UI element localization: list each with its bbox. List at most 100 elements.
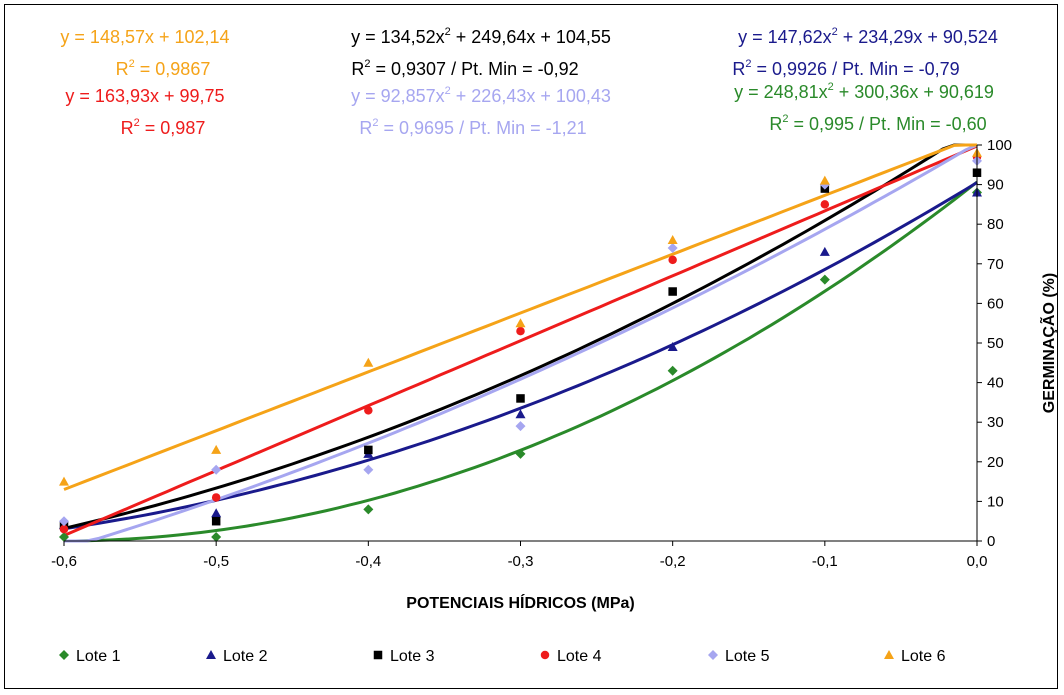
y-tick-label: 90: [987, 177, 1004, 194]
x-tick-label: -0,5: [203, 553, 229, 570]
equation-part: y = 147,62x: [738, 27, 832, 47]
equation-part: y = 134,52x: [351, 27, 445, 47]
point-lote-6: [515, 318, 526, 328]
r-label: R: [732, 59, 745, 79]
legend-item-lote-1: Lote 1: [59, 648, 121, 665]
legend-marker: [708, 650, 718, 660]
point-lote-6: [819, 175, 830, 185]
r-squared-line: R2 = 0,9926 / Pt. Min = -0,79: [732, 58, 959, 79]
legend-label: Lote 4: [557, 648, 602, 665]
superscript-2: 2: [134, 117, 140, 129]
equation-eq4: y = 163,93x + 99,75 R2 = 0,987: [65, 86, 224, 138]
x-tick-label: -0,4: [355, 553, 381, 570]
r-squared-value: = 0,987: [140, 118, 206, 138]
r-label: R: [351, 59, 364, 79]
legend-marker: [884, 650, 894, 659]
point-lote-6: [211, 444, 222, 454]
y-tick-label: 10: [987, 493, 1004, 510]
point-lote-1: [667, 365, 678, 376]
y-tick-label: 100: [987, 137, 1012, 154]
point-lote-1: [59, 532, 69, 543]
point-lote-1: [515, 448, 526, 459]
legend-item-lote-6: Lote 6: [884, 648, 946, 665]
point-lote-1: [211, 532, 222, 543]
equation-line: y = 92,857x2 + 226,43x + 100,43: [351, 85, 611, 106]
r-squared-line: R2 = 0,987: [121, 117, 206, 138]
legend-marker: [59, 650, 69, 660]
legend-item-lote-4: Lote 4: [540, 648, 602, 665]
point-lote-5: [211, 464, 222, 475]
equation-part: y = 92,857x: [351, 86, 445, 106]
equation-line: y = 248,81x2 + 300,36x + 90,619: [734, 81, 994, 102]
equation-part: + 249,64x + 104,55: [451, 27, 611, 47]
point-lote-3: [364, 445, 373, 455]
equation-part: y = 163,93x + 99,75: [65, 86, 224, 106]
r-squared-value: = 0,9307 / Pt. Min = -0,92: [371, 59, 579, 79]
r-squared-value: = 0,9695 / Pt. Min = -1,21: [379, 118, 587, 138]
data-points: [59, 147, 982, 543]
point-lote-3: [668, 287, 677, 296]
r-squared-line: R2 = 0,995 / Pt. Min = -0,60: [769, 113, 986, 134]
y-tick-label: 70: [987, 256, 1004, 273]
equation-line: y = 147,62x2 + 234,29x + 90,524: [738, 26, 998, 47]
equation-line: y = 163,93x + 99,75: [65, 86, 224, 106]
chart-frame: [4, 4, 1058, 689]
point-lote-3: [516, 394, 525, 403]
superscript-2: 2: [782, 113, 788, 125]
legend-item-lote-2: Lote 2: [206, 648, 268, 665]
point-lote-1: [363, 504, 374, 515]
superscript-2: 2: [828, 81, 834, 93]
point-lote-6: [667, 235, 678, 245]
x-tick-label: -0,1: [812, 553, 838, 570]
legend-label: Lote 2: [223, 648, 268, 665]
legend-marker: [206, 650, 216, 659]
y-tick-label: 40: [987, 375, 1004, 392]
r-label: R: [116, 59, 129, 79]
equation-part: + 300,36x + 90,619: [834, 82, 994, 102]
r-squared-value: = 0,9867: [135, 59, 211, 79]
legend-item-lote-3: Lote 3: [373, 648, 435, 665]
point-lote-6: [59, 476, 69, 486]
point-lote-4: [364, 406, 373, 415]
equation-part: y = 148,57x + 102,14: [60, 27, 229, 47]
legend-label: Lote 6: [901, 648, 946, 665]
y-tick-label: 80: [987, 216, 1004, 233]
equation-line: y = 134,52x2 + 249,64x + 104,55: [351, 26, 611, 47]
trendline-lote-1: [64, 180, 978, 543]
superscript-2: 2: [364, 58, 370, 70]
point-lote-4: [516, 326, 525, 336]
point-lote-4: [820, 200, 830, 209]
x-tick-label: 0,0: [967, 553, 988, 570]
superscript-2: 2: [445, 26, 451, 38]
r-label: R: [769, 114, 782, 134]
legend-label: Lote 5: [725, 648, 770, 665]
point-lote-4: [211, 493, 221, 502]
r-squared-line: R2 = 0,9867: [116, 58, 211, 79]
legend-label: Lote 1: [76, 648, 121, 665]
x-tick-label: -0,2: [660, 553, 686, 570]
equation-part: y = 248,81x: [734, 82, 828, 102]
point-lote-5: [667, 242, 678, 253]
x-tick-label: -0,6: [51, 553, 77, 570]
axes: -0,6 -0,5 -0,4 -0,3 -0,2 -0,1 0,0 0 10 20 30 40 50 60…: [51, 137, 1058, 612]
superscript-2: 2: [445, 85, 451, 97]
point-lote-1: [819, 274, 830, 285]
point-lote-4: [668, 255, 677, 265]
y-tick-label: 0: [987, 533, 995, 550]
superscript-2: 2: [129, 58, 135, 70]
equation-eq6: y = 148,57x + 102,14 R2 = 0,9867: [60, 27, 229, 79]
trendlines: [63, 143, 978, 543]
y-tick-label: 50: [987, 335, 1004, 352]
r-label: R: [359, 118, 372, 138]
y-axis-title: GERMINAÇÃO (%): [1038, 273, 1058, 413]
r-squared-line: R2 = 0,9695 / Pt. Min = -1,21: [359, 117, 586, 138]
equation-eq2: y = 147,62x2 + 234,29x + 90,524 R2 = 0,99…: [732, 26, 998, 79]
point-lote-2: [667, 341, 678, 351]
y-tick-label: 30: [987, 414, 1004, 431]
point-lote-2: [211, 508, 222, 518]
